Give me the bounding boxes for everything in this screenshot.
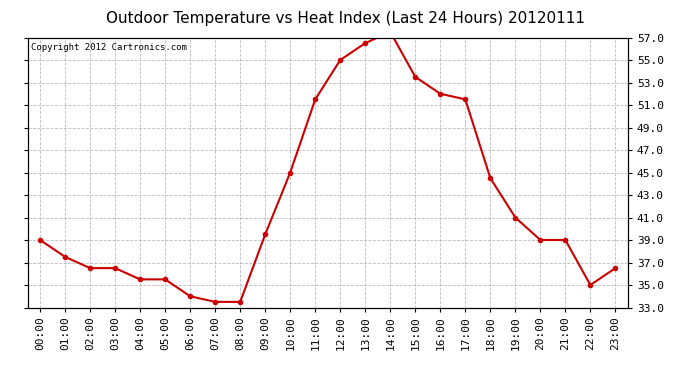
Text: Copyright 2012 Cartronics.com: Copyright 2012 Cartronics.com — [30, 43, 186, 52]
Text: Outdoor Temperature vs Heat Index (Last 24 Hours) 20120111: Outdoor Temperature vs Heat Index (Last … — [106, 11, 584, 26]
